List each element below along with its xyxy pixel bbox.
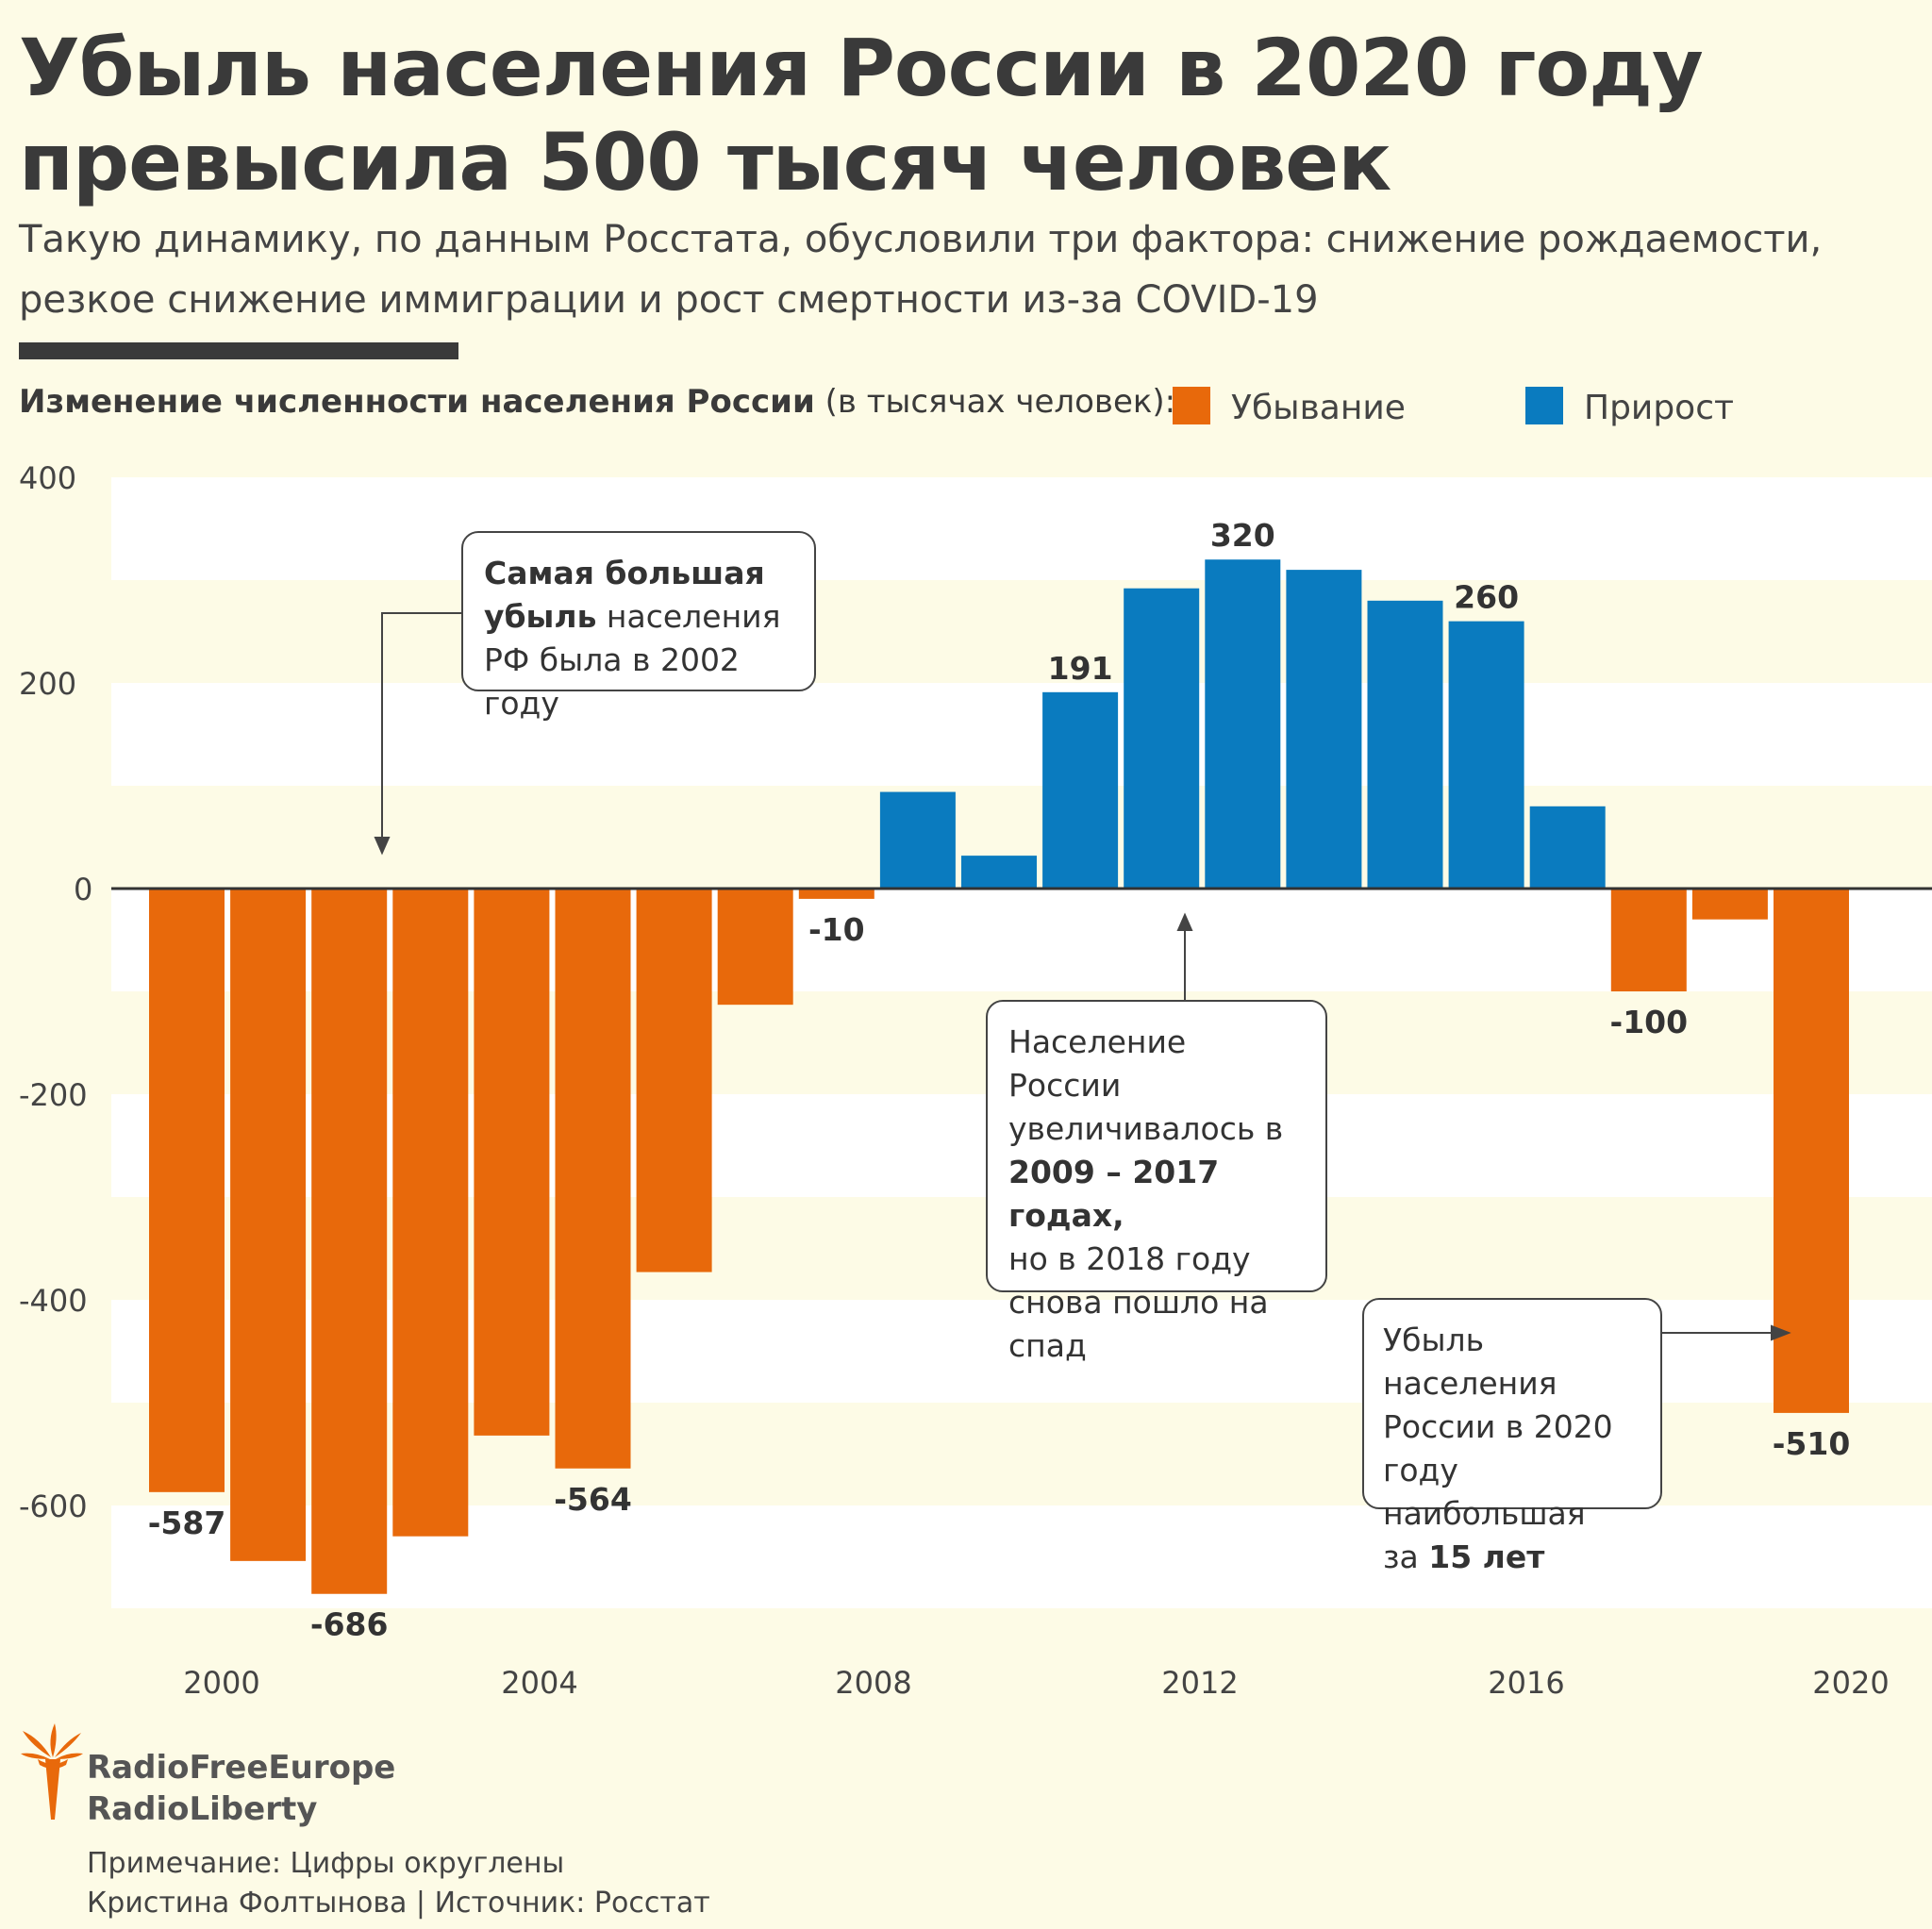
- x-tick-2004: 2004: [501, 1665, 578, 1701]
- chart-heading: Изменение численности населения России (…: [19, 383, 1175, 421]
- rferl-wordmark: RadioFreeEurope RadioLiberty: [87, 1747, 395, 1830]
- bar-2001: [230, 889, 307, 1561]
- bar-2007: [717, 889, 793, 1006]
- arrow-2009-head: [1176, 912, 1193, 931]
- x-tick-2000: 2000: [183, 1665, 260, 1701]
- bar-2019: [1691, 889, 1768, 920]
- page-subtitle: Такую динамику, по данным Росстата, обус…: [19, 209, 1906, 330]
- legend-growth-swatch: [1525, 387, 1563, 424]
- annotation-2002-bold-2: убыль: [484, 598, 597, 635]
- footer-credit: Кристина Фолтынова | Источник: Росстат: [87, 1887, 710, 1920]
- bar-2003: [392, 889, 469, 1537]
- value-label-2002: -686: [310, 1606, 389, 1643]
- rferl-wordmark-line-1: RadioFreeEurope: [87, 1749, 396, 1787]
- x-tick-2020: 2020: [1812, 1665, 1890, 1701]
- title-rule: [19, 342, 458, 359]
- bar-2009: [879, 791, 956, 889]
- annotation-2020: Убыль населения России в 2020 году наибо…: [1362, 1298, 1662, 1575]
- chart-heading-unit: (в тысячах человек):: [814, 383, 1176, 421]
- y-tick-400: 400: [19, 460, 77, 496]
- legend-decline-swatch: [1173, 387, 1210, 424]
- annotation-2009-line-1: Население России: [1008, 1023, 1187, 1104]
- chart-heading-bold: Изменение численности населения России: [19, 383, 815, 421]
- bar-2020: [1774, 889, 1849, 1413]
- legend-decline: Убывание: [1173, 387, 1406, 427]
- bar-2016: [1448, 621, 1524, 889]
- x-tick-2008: 2008: [835, 1665, 912, 1701]
- band-400: [111, 477, 1932, 580]
- band-200: [111, 683, 1932, 786]
- value-label-2008: -10: [808, 911, 865, 948]
- annotation-2020-line-3: году наибольшая: [1383, 1452, 1586, 1532]
- bar-2013: [1205, 559, 1281, 889]
- value-label-2011: 191: [1048, 650, 1113, 687]
- annotation-2002-text: населения: [596, 598, 781, 635]
- annotation-2009-line-2: увеличивалось в: [1008, 1110, 1284, 1147]
- annotation-2020-line-1: Убыль населения: [1383, 1322, 1557, 1402]
- annotation-arrows: [374, 612, 1791, 1341]
- annotation-2020-line-4a: за: [1383, 1538, 1429, 1575]
- chart-bars: [149, 559, 1849, 1594]
- arrow-2020-head: [1771, 1324, 1791, 1341]
- annotation-2009-line-6: спад: [1008, 1327, 1087, 1364]
- bar-2005: [555, 889, 631, 1469]
- title-line-1: Убыль населения России в 2020 году: [19, 22, 1704, 114]
- rferl-torch-logo: [21, 1723, 83, 1820]
- title-line-2: превысила 500 тысяч человек: [19, 116, 1391, 208]
- arrow-2002-head: [374, 837, 391, 856]
- x-tick-2012: 2012: [1161, 1665, 1239, 1701]
- footer: Примечание: Цифры округлены Кристина Фол…: [87, 1844, 710, 1923]
- bar-2004: [474, 889, 550, 1436]
- bar-2008: [798, 889, 874, 899]
- bar-2010: [961, 856, 1037, 889]
- value-label-2000: -587: [148, 1505, 226, 1541]
- annotation-2020-line-2: России в 2020: [1383, 1408, 1613, 1445]
- y-tick-200: 200: [19, 666, 77, 702]
- annotation-2002: Самая большая убыль населения РФ была в …: [461, 531, 816, 722]
- bar-2002: [311, 889, 388, 1594]
- bar-2015: [1367, 600, 1443, 889]
- bar-2012: [1124, 588, 1200, 889]
- subtitle-line-1: Такую динамику, по данным Росстата, обус…: [19, 218, 1823, 261]
- bar-2000: [149, 889, 225, 1492]
- value-label-2020: -510: [1773, 1425, 1851, 1462]
- bar-2006: [636, 889, 712, 1272]
- annotation-2002-bold-1: Самая большая: [484, 555, 765, 591]
- value-label-2013: 320: [1210, 517, 1275, 554]
- annotation-2009-line-5: снова пошло на: [1008, 1284, 1269, 1321]
- bar-2011: [1042, 691, 1119, 889]
- legend-decline-label: Убывание: [1231, 389, 1406, 427]
- annotation-2002-line-3: РФ была в 2002 году: [484, 641, 740, 722]
- annotation-2020-line-4b: 15 лет: [1428, 1538, 1545, 1575]
- annotation-2009-line-3: 2009 – 2017 годах,: [1008, 1154, 1220, 1234]
- bar-2014: [1286, 570, 1362, 889]
- page-title: Убыль населения России в 2020 году превы…: [19, 21, 1906, 209]
- footer-note: Примечание: Цифры округлены: [87, 1847, 565, 1880]
- y-tick-0: 0: [74, 872, 93, 907]
- x-tick-2016: 2016: [1488, 1665, 1565, 1701]
- bar-2018: [1610, 889, 1687, 991]
- chart-value-labels: -587 -686 -564 -10 191 320 260 -100 -510: [148, 517, 1851, 1643]
- rferl-wordmark-line-2: RadioLiberty: [87, 1790, 318, 1828]
- annotation-2009-2017: Население России увеличивалось в 2009 – …: [986, 1000, 1327, 1364]
- legend-growth: Прирост: [1525, 387, 1734, 427]
- bar-2017: [1529, 806, 1606, 889]
- y-tick-minus-600: -600: [19, 1488, 88, 1524]
- legend-growth-label: Прирост: [1584, 389, 1734, 427]
- y-tick-minus-200: -200: [19, 1077, 88, 1113]
- value-label-2018: -100: [1610, 1004, 1689, 1040]
- value-label-2016: 260: [1454, 579, 1519, 616]
- arrow-2002-line: [381, 612, 461, 840]
- annotation-2009-line-4: но в 2018 году: [1008, 1240, 1251, 1277]
- value-label-2005: -564: [554, 1481, 632, 1518]
- y-tick-minus-400: -400: [19, 1283, 88, 1319]
- subtitle-line-2: резкое снижение иммиграции и рост смертн…: [19, 278, 1319, 322]
